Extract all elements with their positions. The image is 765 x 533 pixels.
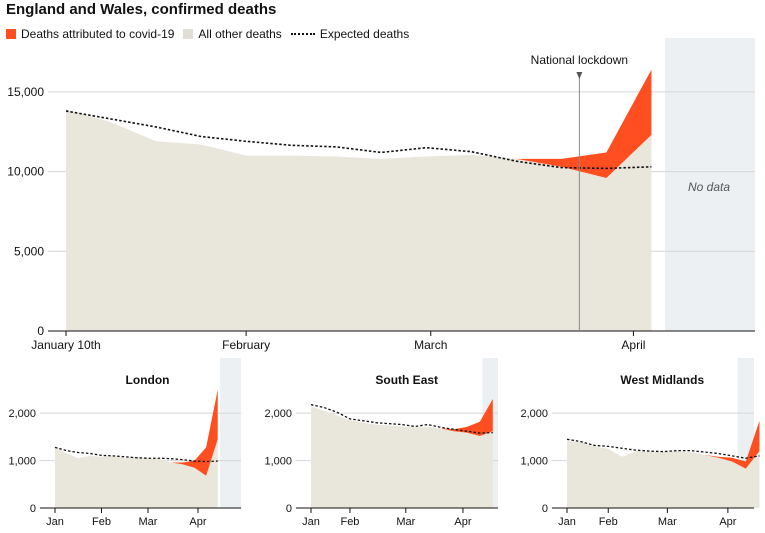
y-tick-label: 1,000 xyxy=(520,456,548,468)
series-other-deaths-area xyxy=(311,406,493,508)
chart-title: England and Wales, confirmed deaths xyxy=(6,1,277,18)
y-tick-label: 2,000 xyxy=(520,408,548,420)
no-data-label: No data xyxy=(688,180,730,194)
x-tick-label: Apr xyxy=(719,516,736,528)
legend-item-expected: Expected deaths xyxy=(290,27,410,41)
series-other-deaths-area xyxy=(55,439,218,508)
y-tick-label: 10,000 xyxy=(7,165,44,179)
y-tick-label: 2,000 xyxy=(264,408,292,420)
chart-panel-3: 0 1,000 2,000 Jan Feb Mar Apr West Midlands xyxy=(520,358,760,528)
y-tick-label: 0 xyxy=(286,503,292,515)
legend-item-covid: Deaths attributed to covid-19 xyxy=(6,27,174,41)
legend-label-expected: Expected deaths xyxy=(319,27,410,41)
x-tick-label: March xyxy=(414,338,447,352)
x-tick-label: Feb xyxy=(599,516,618,528)
chart-panel-2: 0 1,000 2,000 Jan Feb Mar Apr South East xyxy=(264,358,498,528)
series-other-deaths-area xyxy=(567,440,760,508)
x-tick-label: Apr xyxy=(189,516,206,528)
x-tick-label: Apr xyxy=(454,516,471,528)
y-tick-label: 0 xyxy=(542,503,548,515)
legend: Deaths attributed to covid-19 All other … xyxy=(6,27,418,41)
x-tick-label: Mar xyxy=(658,516,677,528)
legend-item-other: All other deaths xyxy=(183,27,282,41)
series-other-deaths-area xyxy=(66,109,652,331)
panel-title: London xyxy=(126,373,170,387)
x-tick-label: Jan xyxy=(558,516,576,528)
x-tick-label: February xyxy=(222,338,270,352)
no-data-band xyxy=(220,358,241,508)
series-expected-line xyxy=(566,438,760,459)
no-data-band xyxy=(664,38,755,331)
series-covid-area xyxy=(66,69,652,178)
series-expected-line xyxy=(65,110,652,170)
x-tick-label: Feb xyxy=(92,516,111,528)
chart-panel-1: 0 1,000 2,000 Jan Feb Mar Apr London xyxy=(8,358,241,528)
x-tick-label: Mar xyxy=(396,516,415,528)
x-tick-label: Jan xyxy=(46,516,64,528)
y-tick-label: 1,000 xyxy=(264,456,292,468)
series-covid-area xyxy=(55,389,218,476)
expected-line-swatch xyxy=(290,33,315,35)
x-tick-label: April xyxy=(621,338,645,352)
series-expected-line xyxy=(54,446,218,463)
panel-title: West Midlands xyxy=(620,373,704,387)
other-deaths-swatch xyxy=(183,29,194,39)
y-tick-label: 5,000 xyxy=(14,244,44,258)
y-tick-label: 0 xyxy=(30,503,36,515)
x-tick-label: January 10th xyxy=(31,338,100,352)
y-tick-label: 1,000 xyxy=(8,456,36,468)
covid-swatch xyxy=(6,29,16,39)
series-covid-area xyxy=(567,420,760,469)
panel-title: South East xyxy=(375,373,438,387)
legend-label-covid: Deaths attributed to covid-19 xyxy=(21,27,175,41)
legend-label-other: All other deaths xyxy=(198,27,282,41)
x-tick-label: Mar xyxy=(139,516,158,528)
lockdown-marker-arrow xyxy=(576,72,583,79)
x-tick-label: Jan xyxy=(302,516,320,528)
x-tick-label: Feb xyxy=(340,516,359,528)
series-expected-line xyxy=(310,404,493,434)
y-tick-label: 0 xyxy=(37,324,44,338)
lockdown-label: National lockdown xyxy=(531,53,628,67)
y-tick-label: 15,000 xyxy=(7,85,44,99)
chart-panel-0: 0 5,000 10,000 15,000 January 10th February Ma… xyxy=(7,38,755,352)
y-tick-label: 2,000 xyxy=(8,408,36,420)
